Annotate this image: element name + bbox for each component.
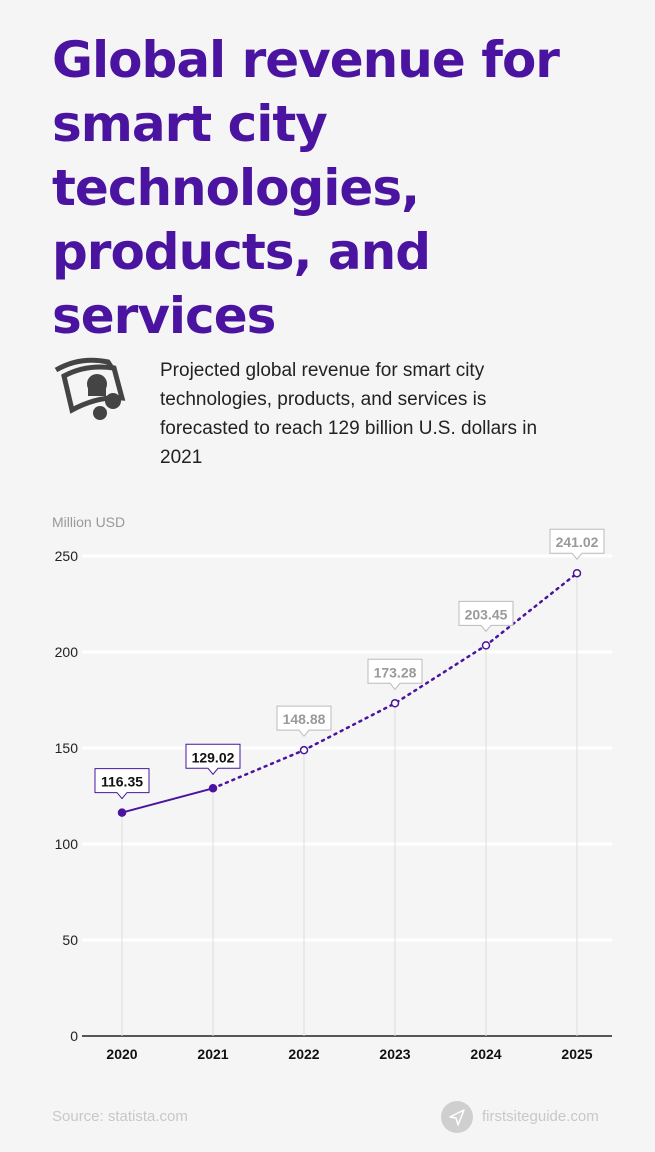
money-coins-icon (54, 357, 126, 420)
page-title: Global revenue for smart city technologi… (52, 31, 560, 345)
y-tick-label: 100 (55, 836, 79, 852)
x-tick-label: 2023 (379, 1046, 410, 1062)
data-point (572, 568, 582, 578)
data-label: 116.35 (101, 774, 143, 790)
data-label-box (94, 768, 150, 800)
data-label: 241.02 (556, 534, 599, 550)
data-point (299, 745, 309, 755)
source-text: Source: statista.com (52, 1108, 188, 1125)
line-chart: Million USD 0 50 100 150 200 250 116.35 2020 129.… (52, 514, 612, 1062)
paper-plane-icon (441, 1101, 473, 1133)
data-label-box (458, 600, 514, 633)
brand-link[interactable]: firstsiteguide.com (482, 1108, 599, 1125)
data-label: 129.02 (192, 749, 235, 765)
data-label-box (549, 528, 605, 561)
actual-line (121, 787, 214, 814)
data-point (208, 784, 218, 793)
x-tick-label: 2025 (561, 1046, 592, 1062)
x-tick-label: 2022 (288, 1046, 319, 1062)
y-tick-label: 150 (55, 740, 79, 756)
data-point (390, 699, 400, 708)
data-label: 148.88 (283, 711, 326, 727)
data-point (481, 641, 491, 650)
data-label: 203.45 (465, 606, 508, 622)
data-label: 173.28 (374, 664, 417, 680)
x-tick-label: 2021 (197, 1046, 228, 1062)
y-tick-label: 50 (62, 932, 78, 948)
y-tick-label: 250 (55, 548, 79, 564)
x-tick-label: 2020 (106, 1046, 137, 1062)
y-tick-label: 200 (55, 644, 79, 660)
y-tick-label: 0 (70, 1028, 78, 1044)
data-point (117, 808, 127, 817)
description: Projected global revenue for smart city … (160, 360, 538, 468)
data-label-box (276, 705, 332, 737)
data-label-box (185, 743, 241, 776)
y-axis-label: Million USD (52, 514, 125, 530)
data-label-box (367, 658, 423, 691)
x-tick-label: 2024 (470, 1046, 501, 1062)
projected-line (211, 571, 579, 790)
